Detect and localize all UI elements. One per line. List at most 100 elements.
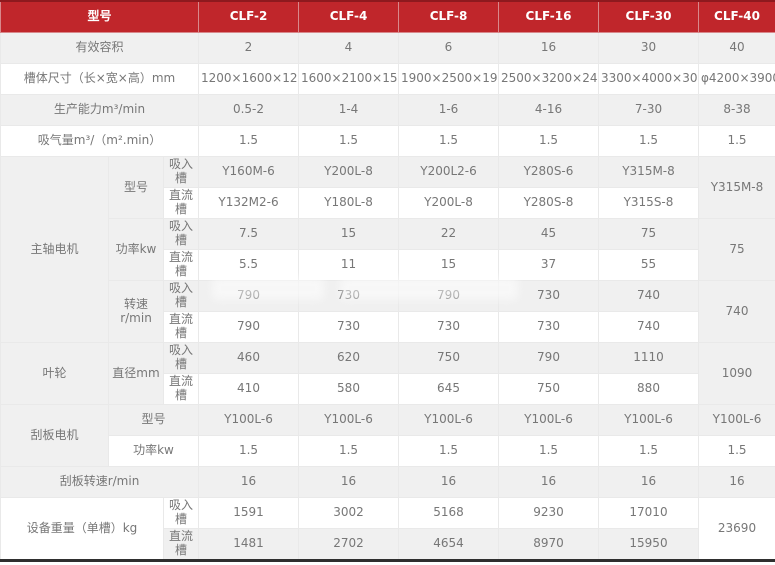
value-cell: 30: [598, 32, 699, 64]
value-cell: 1.5: [598, 125, 699, 157]
value-cell: 22: [398, 218, 499, 250]
value-cell: 1200×1600×1250: [198, 63, 299, 95]
value-cell: 75: [698, 218, 775, 281]
value-cell: 23690: [698, 497, 775, 561]
value-cell: 1.5: [198, 125, 299, 157]
value-cell: 9230: [498, 497, 599, 529]
value-cell: 75: [598, 218, 699, 250]
sub-label-model: 型号: [108, 156, 164, 219]
value-cell: Y315S-8: [598, 187, 699, 219]
value-cell: 1.5: [698, 435, 775, 467]
value-cell: 730: [298, 311, 399, 343]
value-cell: 16: [498, 32, 599, 64]
value-cell: Y100L-6: [198, 404, 299, 436]
value-cell: 16: [298, 466, 399, 498]
value-cell: 740: [598, 311, 699, 343]
value-cell: 3300×4000×3000: [598, 63, 699, 95]
header-clf-4: CLF-4: [298, 1, 399, 33]
sub-label-speed: 转速r/min: [108, 280, 164, 343]
value-cell: Y100L-6: [498, 404, 599, 436]
value-cell: 16: [698, 466, 775, 498]
value-cell: 5168: [398, 497, 499, 529]
value-cell: 4654: [398, 528, 499, 561]
value-cell: Y100L-6: [698, 404, 775, 436]
value-cell: Y315M-8: [598, 156, 699, 188]
value-cell: 580: [298, 373, 399, 405]
value-cell: 1.5: [398, 125, 499, 157]
value-cell: 16: [498, 466, 599, 498]
value-cell: Y160M-6: [198, 156, 299, 188]
value-cell: 645: [398, 373, 499, 405]
value-cell: 730: [298, 280, 399, 312]
value-cell: 7-30: [598, 94, 699, 126]
value-cell: 460: [198, 342, 299, 374]
header-clf-40: CLF-40: [698, 1, 775, 33]
sub-label-model: 型号: [108, 404, 199, 436]
value-cell: 1900×2500×1950: [398, 63, 499, 95]
value-cell: 1-4: [298, 94, 399, 126]
value-cell: 15950: [598, 528, 699, 561]
value-cell: 4-16: [498, 94, 599, 126]
value-cell: 1.5: [598, 435, 699, 467]
value-cell: Y100L-6: [598, 404, 699, 436]
value-cell: 4: [298, 32, 399, 64]
tank-label-direct-flow: 直流槽: [163, 249, 199, 281]
value-cell: 1.5: [398, 435, 499, 467]
value-cell: 730: [498, 311, 599, 343]
value-cell: 410: [198, 373, 299, 405]
value-cell: Y180L-8: [298, 187, 399, 219]
value-cell: 11: [298, 249, 399, 281]
value-cell: 1600×2100×1500: [298, 63, 399, 95]
header-clf-30: CLF-30: [598, 1, 699, 33]
value-cell: 790: [498, 342, 599, 374]
group-label-weight: 设备重量（单槽）kg: [0, 497, 164, 561]
row-label-capacity: 生产能力m³/min: [0, 94, 199, 126]
value-cell: 2500×3200×2400: [498, 63, 599, 95]
value-cell: Y132M2-6: [198, 187, 299, 219]
value-cell: 1591: [198, 497, 299, 529]
value-cell: 2702: [298, 528, 399, 561]
sub-label-diameter: 直径mm: [108, 342, 164, 405]
value-cell: 8970: [498, 528, 599, 561]
value-cell: 730: [398, 311, 499, 343]
tank-label-suction: 吸入槽: [163, 342, 199, 374]
value-cell: 6: [398, 32, 499, 64]
tank-label-direct-flow: 直流槽: [163, 311, 199, 343]
header-clf-16: CLF-16: [498, 1, 599, 33]
tank-label-suction: 吸入槽: [163, 280, 199, 312]
value-cell: 1.5: [698, 125, 775, 157]
value-cell: 17010: [598, 497, 699, 529]
value-cell: Y100L-6: [298, 404, 399, 436]
value-cell: 37: [498, 249, 599, 281]
value-cell: 16: [598, 466, 699, 498]
tank-label-direct-flow: 直流槽: [163, 187, 199, 219]
value-cell: 750: [498, 373, 599, 405]
value-cell: 8-38: [698, 94, 775, 126]
value-cell: 0.5-2: [198, 94, 299, 126]
value-cell: φ4200×3900: [698, 63, 775, 95]
group-label-main-motor: 主轴电机: [0, 156, 109, 343]
value-cell: 880: [598, 373, 699, 405]
value-cell: 790: [198, 280, 299, 312]
value-cell: 740: [598, 280, 699, 312]
value-cell: 3002: [298, 497, 399, 529]
value-cell: 1.5: [298, 435, 399, 467]
value-cell: 750: [398, 342, 499, 374]
value-cell: Y200L2-6: [398, 156, 499, 188]
value-cell: Y280S-8: [498, 187, 599, 219]
value-cell: 15: [398, 249, 499, 281]
value-cell: 7.5: [198, 218, 299, 250]
value-cell: 40: [698, 32, 775, 64]
header-model-label: 型号: [0, 1, 199, 33]
header-clf-8: CLF-8: [398, 1, 499, 33]
value-cell: 790: [398, 280, 499, 312]
tank-label-suction: 吸入槽: [163, 497, 199, 529]
value-cell: 5.5: [198, 249, 299, 281]
value-cell: Y200L-8: [398, 187, 499, 219]
sub-label-power: 功率kw: [108, 435, 199, 467]
row-label-scraper-speed: 刮板转速r/min: [0, 466, 199, 498]
value-cell: 45: [498, 218, 599, 250]
value-cell: 620: [298, 342, 399, 374]
sub-label-power: 功率kw: [108, 218, 164, 281]
